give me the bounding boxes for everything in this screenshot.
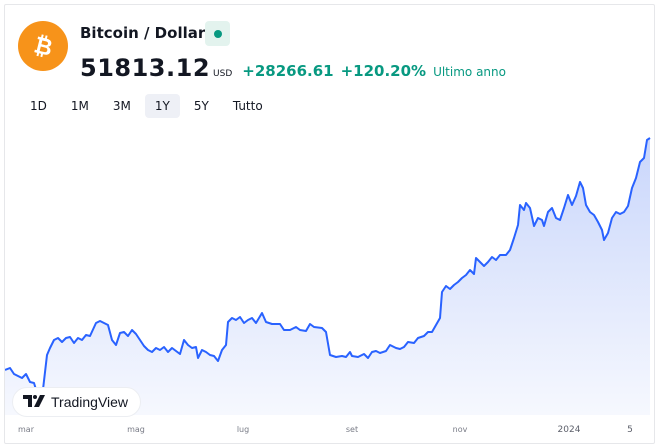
last-price: 51813.12 (80, 54, 211, 82)
currency-label: USD (213, 69, 233, 79)
range-tabs: 1D 1M 3M 1Y 5Y Tutto (20, 94, 277, 118)
symbol-title[interactable]: Bitcoin / Dollaro (80, 24, 216, 42)
tradingview-attribution[interactable]: TradingView (12, 387, 142, 417)
change-percent: +120.20% (340, 62, 427, 80)
x-tick-label: nov (452, 425, 468, 434)
tradingview-logo-icon (23, 394, 45, 411)
change-absolute: +28266.61 (242, 62, 334, 80)
tradingview-mark-icon (23, 394, 45, 407)
price-area-chart[interactable] (5, 125, 655, 415)
range-tab-1m[interactable]: 1M (70, 99, 89, 113)
range-tab-1d[interactable]: 1D (30, 99, 47, 113)
range-tab-1y[interactable]: 1Y (144, 94, 180, 118)
time-axis: mar mag lug set nov 2024 5 (5, 425, 655, 441)
change-period-label: Ultimo anno (433, 65, 506, 79)
x-tick-label: 5 (627, 425, 633, 435)
price-line (5, 137, 651, 399)
x-tick-label: mag (127, 425, 145, 434)
x-tick-label: set (345, 425, 359, 434)
tradingview-label: TradingView (51, 394, 129, 410)
range-tab-all[interactable]: Tutto (232, 99, 263, 113)
price-row: 51813.12 USD +28266.61 +120.20% Ultimo a… (80, 54, 506, 82)
bitcoin-logo (18, 21, 68, 71)
x-tick-label: lug (236, 425, 250, 434)
market-open-dot-icon (213, 29, 222, 38)
range-tab-5y[interactable]: 5Y (193, 99, 209, 113)
bitcoin-icon (34, 34, 52, 58)
market-status-badge[interactable] (205, 21, 230, 46)
x-tick-label: mar (18, 425, 34, 434)
range-tab-3m[interactable]: 3M (112, 99, 131, 113)
x-tick-label: 2024 (557, 425, 581, 435)
price-area-fill (5, 138, 650, 415)
